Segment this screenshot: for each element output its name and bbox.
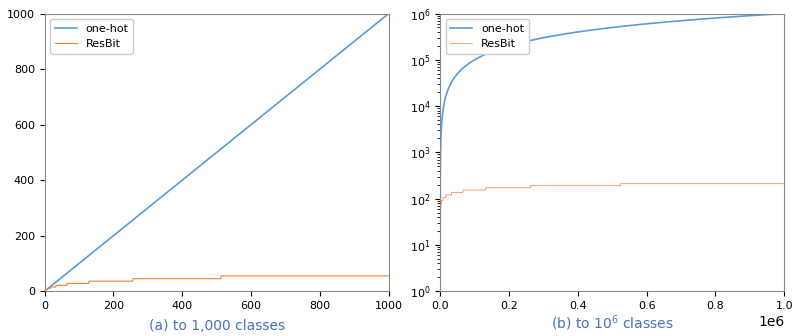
Line: ResBit: ResBit xyxy=(45,276,389,291)
ResBit xyxy=(443,193,453,197)
ResBit xyxy=(40,289,50,293)
ResBit xyxy=(216,274,226,278)
one-hot xyxy=(314,68,324,72)
one-hot xyxy=(384,11,394,15)
one-hot xyxy=(308,73,318,77)
ResBit xyxy=(747,182,757,186)
ResBit xyxy=(384,274,394,278)
Text: (a) to 1,000 classes: (a) to 1,000 classes xyxy=(149,319,285,333)
ResBit xyxy=(654,182,664,186)
ResBit xyxy=(75,281,85,285)
one-hot xyxy=(779,11,789,15)
Line: one-hot: one-hot xyxy=(440,13,784,291)
one-hot xyxy=(75,260,85,264)
Text: (b) to $10^6$ classes: (b) to $10^6$ classes xyxy=(551,313,674,333)
ResBit xyxy=(762,182,772,186)
Legend: one-hot, ResBit: one-hot, ResBit xyxy=(446,19,529,53)
ResBit xyxy=(779,182,789,186)
ResBit xyxy=(314,274,324,278)
one-hot xyxy=(276,98,286,102)
ResBit xyxy=(309,274,318,278)
one-hot xyxy=(443,87,453,91)
one-hot xyxy=(435,289,445,293)
one-hot xyxy=(762,12,772,16)
ResBit xyxy=(179,277,189,281)
ResBit xyxy=(191,277,201,281)
one-hot xyxy=(191,167,201,171)
ResBit xyxy=(435,289,445,293)
one-hot xyxy=(617,25,626,29)
one-hot xyxy=(40,289,50,293)
Line: one-hot: one-hot xyxy=(45,13,389,291)
Legend: one-hot, ResBit: one-hot, ResBit xyxy=(50,19,134,53)
one-hot xyxy=(478,54,487,58)
Line: ResBit: ResBit xyxy=(440,184,784,291)
ResBit xyxy=(277,274,286,278)
one-hot xyxy=(654,20,664,25)
one-hot xyxy=(179,177,189,181)
ResBit xyxy=(616,182,626,186)
one-hot xyxy=(747,13,757,17)
ResBit xyxy=(617,182,626,186)
ResBit xyxy=(478,188,487,192)
